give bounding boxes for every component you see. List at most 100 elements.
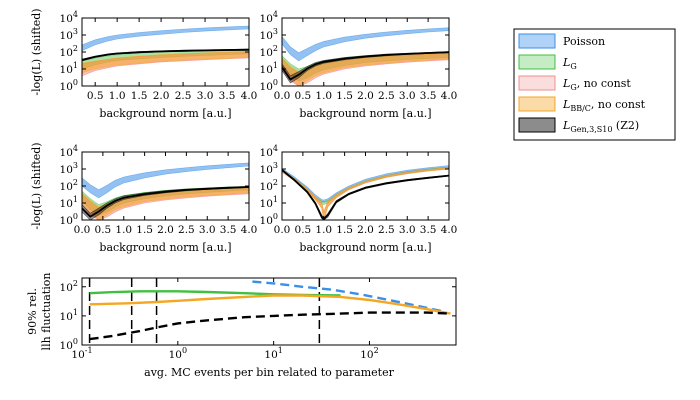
y-tick-label: 104 xyxy=(260,10,278,25)
x-tick-label: 1.0 xyxy=(315,224,332,236)
band-poisson xyxy=(282,27,449,62)
axes-frame xyxy=(281,151,450,221)
y-tick-label: 101 xyxy=(60,195,78,210)
x-tick-label: 1.5 xyxy=(131,90,148,102)
chart-top-left: 0.5 1.0 1.5 2.0 2.5 3.0 3.5 4.0 100 101 102 103 104 b… xyxy=(30,8,257,120)
x-tick-label: 4.0 xyxy=(441,90,458,102)
band-l-gen-3-s10-z2 xyxy=(82,186,249,220)
band-poisson xyxy=(82,25,249,52)
line-poisson xyxy=(252,280,445,313)
band-l-g xyxy=(282,166,449,205)
y-tick-label: 101 xyxy=(260,195,278,210)
plot-area xyxy=(282,165,449,220)
x-tick-label: 0.0 xyxy=(74,224,91,236)
y-tick-label: 100 xyxy=(260,212,278,227)
x-tick-label: 3.5 xyxy=(420,90,437,102)
x-tick-label: 3.5 xyxy=(219,90,236,102)
y-tick-label: 102 xyxy=(60,178,78,193)
y-tick-label: 102 xyxy=(260,178,278,193)
chart-top-right: 0.0 0.5 1.0 1.5 2.0 2.5 3.0 3.5 4.0 100 101 102 103 1… xyxy=(260,10,458,120)
axes-frame xyxy=(81,277,457,346)
x-axis-label: background norm [a.u.] xyxy=(299,241,431,254)
legend-swatch xyxy=(518,54,556,70)
chart-middle-left: 0.0 0.5 1.0 1.5 2.0 2.5 3.0 3.5 4.0 100 101 102 103 1… xyxy=(30,142,257,254)
y-tick-label: 101 xyxy=(60,308,78,323)
y-tick-label: 100 xyxy=(60,212,78,227)
band-l-g-no-const xyxy=(282,167,449,220)
legend: Poisson LG LG, no const LBB/C, no const LGen… xyxy=(513,28,676,141)
legend-item-l-g: LG xyxy=(518,54,577,71)
legend-item-l-g-no-const: LG, no const xyxy=(518,75,631,92)
x-tick-label: 1.5 xyxy=(136,224,153,236)
x-axis-label: background norm [a.u.] xyxy=(99,241,231,254)
x-tick-label: 1.5 xyxy=(336,224,353,236)
legend-label: LBB/C, no const xyxy=(562,98,646,113)
x-tick-label: 0.5 xyxy=(95,224,112,236)
plot-area xyxy=(282,27,449,86)
x-tick-label: 1.0 xyxy=(115,224,132,236)
x-axis-label: background norm [a.u.] xyxy=(299,107,431,120)
x-tick-label: 3.5 xyxy=(220,224,237,236)
y-axis-label: 90% rel. xyxy=(26,288,39,335)
legend-label: LGen,3,S10 (Z2) xyxy=(562,119,639,134)
x-tick-label: 4.0 xyxy=(241,90,258,102)
plot-area xyxy=(88,278,451,345)
legend-swatch xyxy=(518,33,556,49)
y-tick-label: 103 xyxy=(60,161,78,176)
y-axis-label-line2: llh fluctuation xyxy=(40,273,53,351)
x-tick-label: 3.0 xyxy=(399,90,416,102)
legend-item-l-gen-3-s10-z2: LGen,3,S10 (Z2) xyxy=(518,117,639,134)
y-tick-label: 104 xyxy=(60,10,78,25)
y-axis-label: -log(L) (shifted) xyxy=(30,8,43,95)
x-tick-label: 1.0 xyxy=(315,90,332,102)
y-tick-label: 102 xyxy=(60,279,78,294)
y-axis-label: -log(L) (shifted) xyxy=(30,142,43,229)
y-tick-label: 102 xyxy=(260,44,278,59)
line-gen-median xyxy=(282,51,449,81)
legend-label: Poisson xyxy=(563,35,605,48)
x-tick-label: 2.0 xyxy=(153,90,170,102)
x-tick-label: 3.5 xyxy=(420,224,437,236)
plot-area xyxy=(82,162,249,220)
x-tick-label: 0.5 xyxy=(295,224,312,236)
x-tick-label: 0.0 xyxy=(274,90,291,102)
band-l-bb-c-no-const xyxy=(282,52,449,86)
x-tick-label: 100 xyxy=(169,346,187,361)
x-axis-label: background norm [a.u.] xyxy=(99,107,231,120)
x-tick-label: 3.0 xyxy=(399,224,416,236)
x-tick-label: 101 xyxy=(264,346,282,361)
y-tick-label: 103 xyxy=(60,27,78,42)
x-tick-label: 0.5 xyxy=(295,90,312,102)
x-tick-label: 2.5 xyxy=(378,224,395,236)
band-l-gen-3-s10-z2 xyxy=(282,169,449,220)
x-tick-label: 3.0 xyxy=(197,90,214,102)
x-tick-label: 2.5 xyxy=(378,90,395,102)
y-tick-label: 100 xyxy=(260,78,278,93)
x-tick-label: 2.0 xyxy=(357,224,374,236)
legend-label: LG, no const xyxy=(562,77,631,92)
line-l-gen-3-s10-z2 xyxy=(89,311,451,341)
y-tick-label: 104 xyxy=(60,144,78,159)
x-axis-label: avg. MC events per bin related to parame… xyxy=(144,366,394,379)
x-tick-label: 0.5 xyxy=(87,90,104,102)
band-poisson xyxy=(82,162,249,199)
x-tick-label: 2.0 xyxy=(357,90,374,102)
x-tick-label: 3.0 xyxy=(199,224,216,236)
y-tick-label: 103 xyxy=(260,27,278,42)
y-tick-label: 100 xyxy=(60,337,78,352)
x-tick-label: 10-1 xyxy=(71,346,92,361)
plot-area xyxy=(82,25,249,77)
x-tick-label: 102 xyxy=(360,346,378,361)
y-tick-label: 101 xyxy=(260,61,278,76)
legend-swatch xyxy=(518,96,556,112)
y-tick-label: 101 xyxy=(60,61,78,76)
band-l-bb-c-no-const xyxy=(282,167,449,220)
legend-item-poisson: Poisson xyxy=(518,33,605,49)
x-tick-label: 1.0 xyxy=(109,90,126,102)
x-tick-label: 4.0 xyxy=(441,224,458,236)
y-tick-label: 102 xyxy=(60,44,78,59)
y-tick-label: 103 xyxy=(260,161,278,176)
legend-swatch xyxy=(518,75,556,91)
x-tick-label: 0.0 xyxy=(274,224,291,236)
x-tick-label: 2.0 xyxy=(157,224,174,236)
